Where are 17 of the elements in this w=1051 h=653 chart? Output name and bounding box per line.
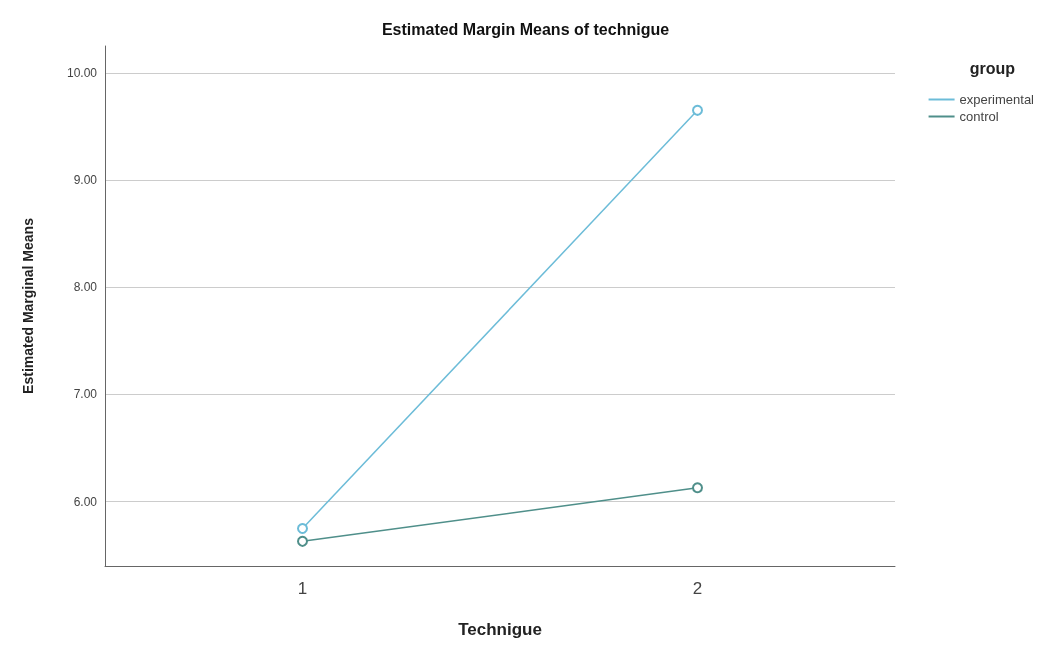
y-tick-label: 6.00 bbox=[73, 494, 98, 509]
point bbox=[297, 522, 308, 534]
point bbox=[692, 482, 703, 494]
x-tick-label: 2 bbox=[692, 579, 703, 598]
x-axis-title: Technigue bbox=[458, 620, 542, 639]
y-tick-label: 10.00 bbox=[66, 65, 98, 80]
point bbox=[297, 535, 308, 547]
point bbox=[692, 104, 703, 116]
y-tick-label: 9.00 bbox=[73, 173, 98, 188]
legend-label: experimental bbox=[959, 92, 1035, 107]
legend-title: group bbox=[969, 59, 1016, 77]
y-axis-title: Estimated Marginal Means bbox=[20, 217, 36, 394]
y-tick-label: 8.00 bbox=[73, 280, 98, 295]
legend-label: control bbox=[959, 109, 999, 124]
x-tick-label: 1 bbox=[297, 579, 308, 598]
y-tick-label: 7.00 bbox=[73, 387, 98, 402]
chart-title: Estimated Margin Means of technigue bbox=[381, 20, 670, 38]
